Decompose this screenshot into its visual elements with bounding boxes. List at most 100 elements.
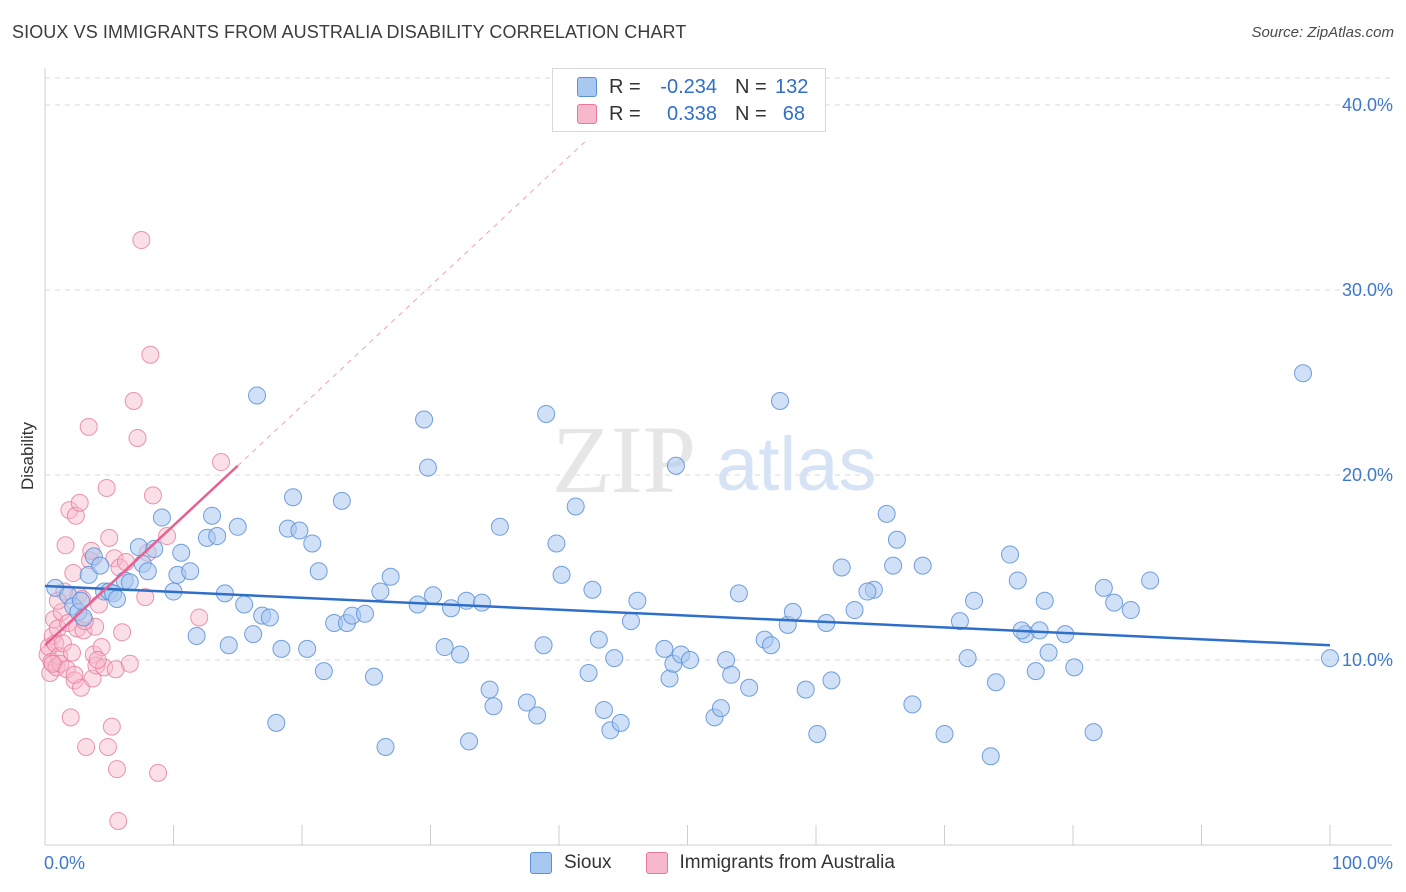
sioux-point	[203, 506, 222, 525]
sioux-point	[480, 680, 499, 699]
sioux-point	[107, 589, 126, 608]
sioux-point	[490, 517, 509, 536]
sioux-point	[472, 593, 491, 612]
australia-swatch	[577, 104, 597, 124]
sioux-point	[484, 697, 503, 716]
series-legend: Sioux Immigrants from Australia	[530, 852, 929, 874]
australia-point	[65, 665, 84, 684]
axes	[44, 68, 1392, 846]
australia-point	[64, 564, 83, 583]
sioux-point	[74, 608, 93, 627]
legend-item-sioux[interactable]: Sioux	[530, 852, 612, 874]
sioux-point	[208, 527, 227, 546]
australia-point	[136, 588, 155, 607]
sioux-point	[583, 580, 602, 599]
sioux-point	[435, 638, 454, 657]
australia-point	[109, 811, 128, 830]
sioux-point	[1026, 662, 1045, 681]
n-label: N =	[735, 102, 767, 125]
n-value: 132	[775, 75, 809, 98]
sioux-point	[219, 636, 238, 655]
sioux-point	[451, 645, 470, 664]
australia-point	[65, 671, 84, 690]
sioux-point	[822, 671, 841, 690]
sioux-point	[903, 695, 922, 714]
sioux-point	[771, 392, 790, 410]
australia-point	[88, 651, 107, 669]
sioux-point	[460, 732, 479, 751]
sioux-point	[145, 540, 164, 558]
australia-point	[70, 493, 89, 512]
gridlines	[45, 77, 1392, 661]
sioux-point	[235, 595, 254, 614]
sioux-swatch	[530, 852, 552, 874]
australia-point	[95, 658, 114, 677]
sioux-point	[364, 667, 383, 686]
sioux-point	[611, 713, 630, 732]
sioux-point	[138, 562, 157, 581]
australia-point	[98, 737, 117, 756]
australia-point	[149, 763, 168, 782]
sioux-point	[796, 680, 815, 699]
sioux-point	[762, 636, 781, 655]
sioux-point	[884, 556, 903, 575]
sioux-point	[621, 612, 640, 631]
tick-labels: 10.0% 20.0% 30.0% 40.0% 0.0% 100.0%	[44, 95, 1393, 873]
sioux-point	[517, 693, 536, 712]
legend-row-sioux: R = -0.234 N = 132	[577, 75, 809, 99]
n-label: N =	[735, 75, 767, 98]
sioux-point	[722, 665, 741, 684]
legend-item-australia[interactable]: Immigrants from Australia	[645, 852, 895, 874]
sioux-point	[858, 582, 877, 601]
australia-point	[124, 392, 143, 410]
australia-point	[132, 231, 151, 250]
sioux-point	[740, 678, 759, 697]
australia-point	[56, 536, 75, 555]
sioux-point	[589, 630, 608, 649]
watermark: ZIP atlas	[552, 406, 877, 513]
sioux-point	[152, 508, 171, 527]
sioux-point	[666, 456, 685, 475]
sioux-point	[981, 747, 1000, 766]
sioux-point	[181, 562, 200, 581]
sioux-point	[290, 521, 309, 540]
sioux-point	[935, 725, 954, 743]
australia-point	[158, 527, 177, 546]
sioux-point	[267, 713, 286, 732]
sioux-point	[284, 488, 303, 507]
legend-row-australia: R = 0.338 N = 68	[577, 102, 805, 126]
sioux-point	[729, 584, 748, 603]
australia-point	[61, 708, 80, 727]
sioux-point	[681, 651, 700, 669]
sioux-point	[594, 700, 613, 719]
sioux-point	[442, 599, 461, 618]
sioux-point	[309, 562, 328, 581]
sioux-point	[244, 625, 263, 644]
australia-swatch	[645, 852, 668, 874]
australia-point	[141, 345, 160, 364]
australia-point	[44, 610, 63, 629]
australia-point	[105, 549, 124, 568]
sioux-point	[832, 558, 851, 577]
australia-point	[113, 623, 132, 642]
sioux-point	[986, 673, 1005, 692]
watermark-atlas: atlas	[716, 422, 877, 507]
y-tick-label: 10.0%	[1342, 650, 1393, 670]
sioux-point	[547, 534, 566, 553]
sioux-point	[628, 591, 647, 610]
sioux-point	[120, 573, 139, 592]
sioux-swatch	[577, 77, 597, 97]
sioux-point	[272, 639, 291, 658]
sioux-points	[46, 364, 1339, 766]
sioux-point	[655, 639, 674, 658]
sioux-point	[566, 497, 585, 516]
australia-point	[53, 634, 72, 653]
sioux-point	[187, 626, 206, 645]
sioux-point	[534, 636, 553, 655]
aus-points	[38, 231, 231, 830]
sioux-point	[845, 601, 864, 620]
australia-point	[212, 453, 231, 472]
australia-point	[102, 717, 121, 736]
sioux-point	[950, 612, 969, 631]
australia-point	[143, 486, 162, 505]
